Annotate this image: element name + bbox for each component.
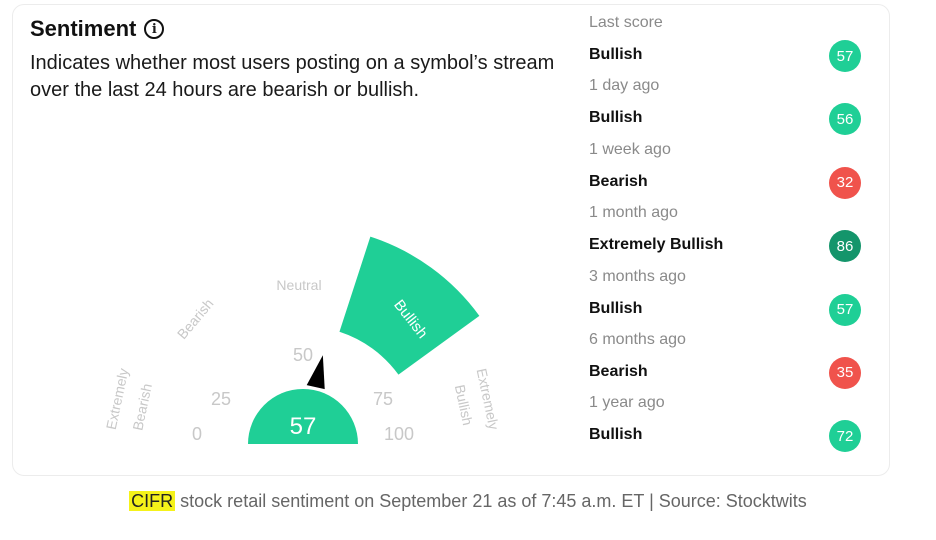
history-score-badge: 57 [829,40,861,72]
history-label: Bullish [589,109,643,127]
gauge-active-segment [339,236,480,375]
history-score-badge: 72 [829,420,861,453]
history-item: 6 months ago Bearish 35 [588,331,878,394]
history-time: Last score [589,14,663,31]
history-time: 1 month ago [589,204,678,222]
history-score-badge: 86 [829,230,861,263]
caption-text: stock retail sentiment on September 21 a… [175,491,807,511]
gauge-label-extremely-bullish-2: Bullish [452,383,476,427]
gauge-pointer-icon [306,355,325,390]
ticker-highlight: CIFR [129,491,176,511]
history-time: 1 day ago [589,77,660,95]
history-item: 3 months ago Bullish 57 [588,268,878,331]
gauge-tick-75: 75 [373,389,393,409]
gauge-label-bearish: Bearish [174,295,217,342]
history-label: Bearish [589,172,648,190]
history-time: 1 year ago [589,394,665,412]
card-description: Indicates whether most users posting on … [30,52,555,101]
gauge-label-extremely-bearish-2: Bearish [129,382,155,432]
gauge-tick-100: 100 [384,424,414,444]
history-label: Bullish [589,46,643,63]
history-time: 3 months ago [589,267,686,285]
history-time: 6 months ago [589,330,686,348]
gauge-label-extremely-bearish-1: Extremely [103,367,132,431]
history-score-badge: 56 [829,103,861,136]
history-item: 1 week ago Bearish 32 [588,141,878,204]
gauge-label-neutral: Neutral [276,277,321,293]
source-caption: CIFR stock retail sentiment on September… [0,491,936,512]
history-label: Bearish [589,362,648,380]
history-label: Bullish [589,299,643,317]
sentiment-history-list: Last score Bullish 57 1 day ago Bullish … [588,14,878,458]
history-item: Last score Bullish 57 [588,14,878,77]
history-time: 1 week ago [589,140,671,158]
info-circle-icon[interactable]: i [144,19,165,39]
gauge-score-value: 57 [290,413,317,440]
sentiment-gauge: 57 0 25 50 75 100 Extremely Bearish Bear… [103,236,503,444]
history-score-badge: 32 [829,166,861,199]
sentiment-card [12,4,890,476]
history-label: Bullish [589,426,643,444]
gauge-tick-0: 0 [192,424,202,444]
history-item: 1 month ago Extremely Bullish 86 [588,204,878,267]
gauge-tick-25: 25 [211,389,231,409]
history-item: 1 year ago Bullish 72 [588,394,878,457]
title-row: Sentiment i [30,16,165,42]
history-item: 1 day ago Bullish 56 [588,77,878,140]
history-score-badge: 57 [829,293,861,326]
history-score-badge: 35 [829,356,861,389]
card-title: Sentiment [30,16,137,41]
gauge-score-disc [248,389,358,444]
gauge-tick-50: 50 [293,345,313,365]
gauge-label-extremely-bullish-1: Extremely [474,367,503,431]
history-label: Extremely Bullish [589,236,724,254]
